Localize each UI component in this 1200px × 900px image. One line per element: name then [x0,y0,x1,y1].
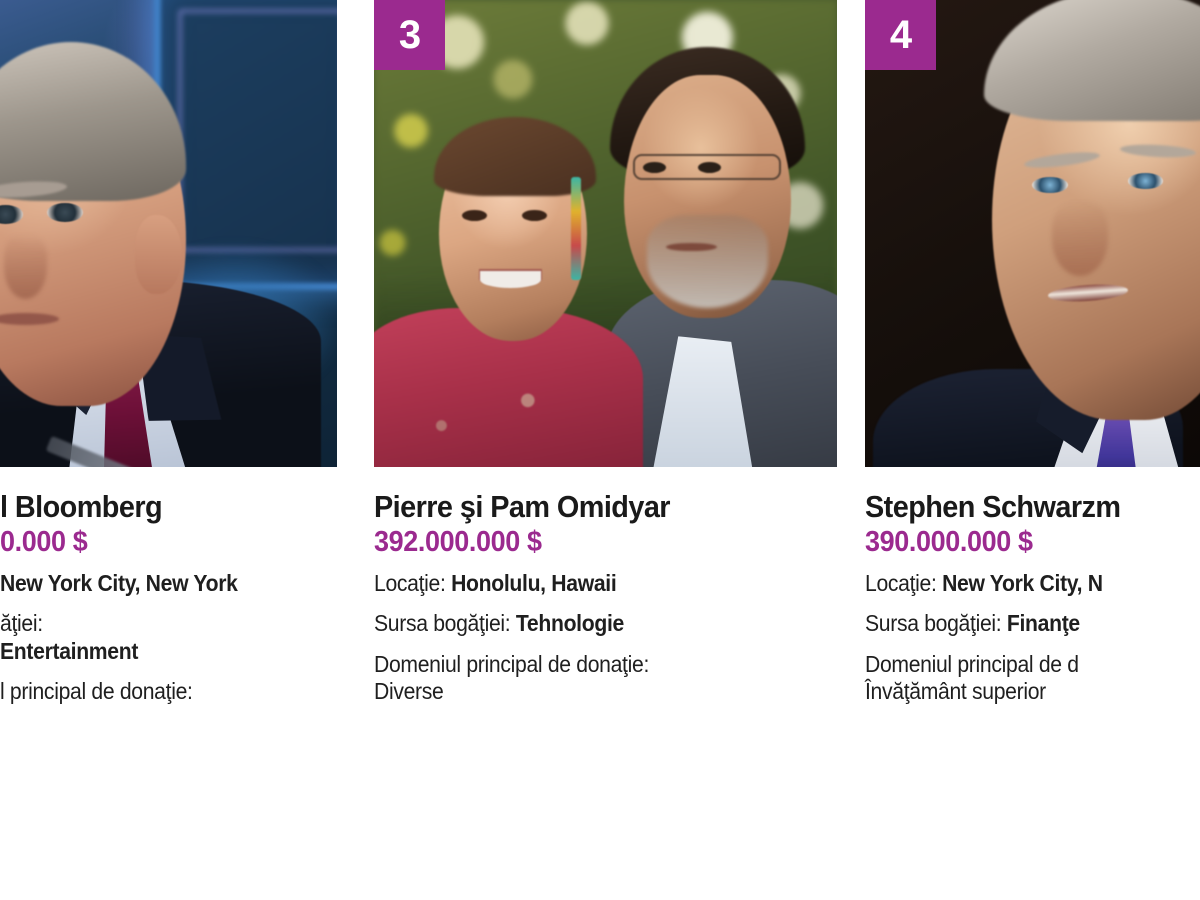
rank-badge: 4 [865,0,936,70]
wealth-source-value: Tehnologie [515,610,624,637]
location-value: Honolulu, Hawaii [451,570,617,597]
portrait-eye-right-woman [522,210,548,222]
wealth-source-label: ăţiei: [0,610,43,637]
photo-backdrop-screen-inner [178,9,337,253]
portrait-smile-woman [480,270,541,288]
wealth-source-label: Sursa bogăţiei: [374,610,516,637]
wealth-source-value: Entertainment [0,637,139,664]
location-label: Locaţie: [865,570,943,597]
philanthropist-photo [0,0,337,467]
donation-amount: 390.000.000 $ [865,525,1033,558]
location-row: Locaţie: Honolulu, Hawaii [374,570,800,597]
donation-domain-row: Domeniul principal de d Învăţământ super… [865,651,1200,705]
donation-domain-value: Diverse [374,677,444,704]
portrait-nose [1052,200,1108,276]
rank-number: 3 [398,13,421,57]
portrait-eye-left-woman [461,210,487,222]
portrait-mouth-man [665,242,717,252]
donation-domain-label: Domeniul principal de donaţie: [374,650,650,677]
philanthropist-photo: 4 [865,0,1200,467]
philanthropist-name: Pierre şi Pam Omidyar [374,489,671,524]
portrait-nose [3,233,48,299]
location-label: Locaţie: [374,570,452,597]
location-value: New York City, New York [0,570,238,597]
donation-domain-row: Domeniul principal de donaţie: Diverse [374,651,800,705]
portrait-eye-left-man [642,161,666,173]
portrait-mouth [0,312,60,326]
portrait-eye-left [0,205,24,225]
wealth-source-row: ăţiei: Entertainment [0,610,310,664]
philanthropist-name: Stephen Schwarzm [865,489,1121,524]
wealth-source-row: Sursa bogăţiei: Tehnologie [374,610,800,637]
rank-badge: 3 [374,0,445,70]
philanthropist-photo: 3 [374,0,837,467]
wealth-source-label: Sursa bogăţiei: [865,610,1007,637]
portrait-eye-right [47,203,83,222]
donation-amount: 0.000 $ [0,525,88,558]
philanthropist-card: 4 Stephen Schwarzm 390.000.000 $ Locaţie… [865,0,1200,705]
portrait-eye-right-man [698,161,722,173]
philanthropist-info: l Bloomberg 0.000 $ New York City, New Y… [0,467,337,705]
portrait-eye-left [1032,177,1068,194]
donation-domain-value: Învăţământ superior [865,677,1046,704]
philanthropist-card: 3 Pierre şi Pam Omidyar 392.000.000 $ Lo… [374,0,837,705]
donation-amount: 392.000.000 $ [374,525,542,558]
philanthropist-card: l Bloomberg 0.000 $ New York City, New Y… [0,0,337,705]
wealth-source-row: Sursa bogăţiei: Finanţe [865,610,1200,637]
donation-domain-label: l principal de donaţie: [0,677,193,704]
donation-domain-row: l principal de donaţie: [0,678,310,705]
eyeglasses-icon [633,154,782,181]
philanthropist-name: l Bloomberg [0,489,163,524]
portrait-beard-man [647,214,768,309]
philanthropist-info: Stephen Schwarzm 390.000.000 $ Locaţie: … [865,467,1200,705]
portrait-earring-woman [570,177,581,281]
philanthropist-info: Pierre şi Pam Omidyar 392.000.000 $ Loca… [374,467,837,705]
rank-number: 4 [889,13,912,57]
wealth-source-value: Finanţe [1006,610,1080,637]
location-row: Locaţie: New York City, N [865,570,1200,597]
donation-domain-label: Domeniul principal de d [865,650,1079,677]
portrait-eye-right [1127,172,1164,189]
location-row: New York City, New York [0,570,310,597]
portrait-ear [134,214,183,295]
location-value: New York City, N [942,570,1103,597]
